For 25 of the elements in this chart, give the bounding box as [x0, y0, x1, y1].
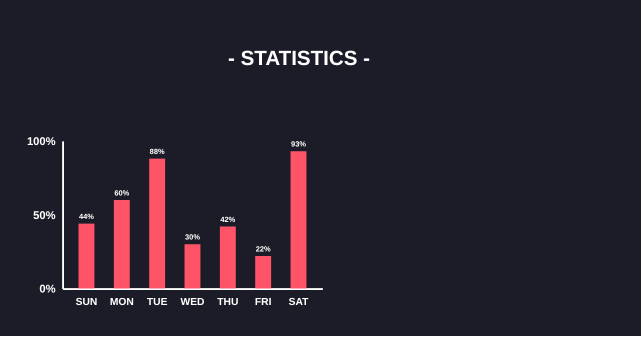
- x-tick-label: TUE: [146, 296, 168, 308]
- data-label: 93%: [291, 140, 306, 149]
- x-tick-label: SUN: [76, 296, 98, 308]
- bar: [78, 224, 94, 289]
- bar: [255, 256, 272, 289]
- data-label: 30%: [185, 232, 200, 242]
- data-label: 22%: [256, 244, 271, 254]
- x-tick-label: THU: [217, 296, 238, 308]
- y-tick-label: 50%: [33, 210, 56, 222]
- data-label: 60%: [114, 188, 130, 198]
- y-tick-label: 0%: [39, 284, 56, 296]
- bar: [184, 244, 200, 289]
- y-tick-label: 100%: [26, 136, 56, 148]
- data-label: 44%: [78, 212, 94, 221]
- bar: [290, 151, 306, 289]
- x-tick-label: WED: [180, 296, 204, 308]
- bar: [149, 158, 166, 289]
- x-tick-label: SAT: [288, 296, 310, 308]
- x-tick-label: MON: [110, 296, 134, 308]
- data-label: 88%: [150, 146, 165, 156]
- x-tick-label: FRI: [254, 296, 272, 308]
- chart-title: - STATISTICS -: [228, 47, 370, 70]
- bar: [114, 200, 130, 289]
- bar: [220, 226, 236, 289]
- data-label: 42%: [220, 214, 236, 224]
